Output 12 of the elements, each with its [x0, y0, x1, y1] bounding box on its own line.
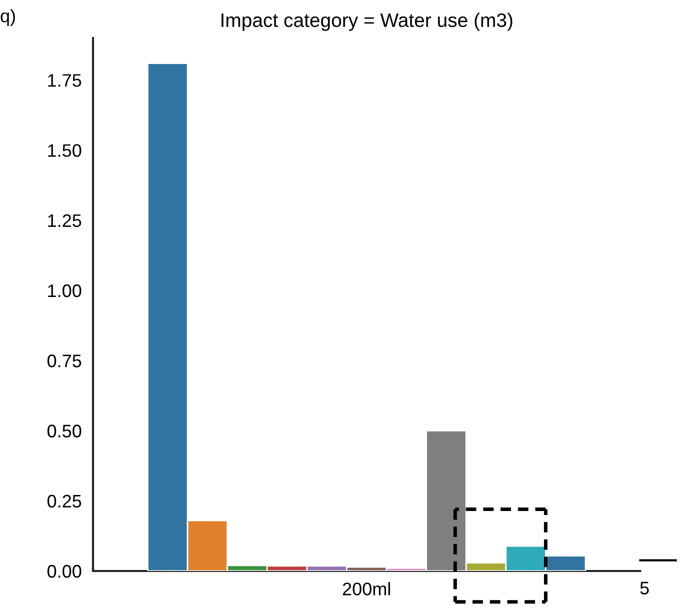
y-tick-label: 0.75: [47, 354, 82, 368]
x-tick-label: 200ml: [342, 582, 390, 596]
chart-title: Impact category = Water use (m3): [222, 12, 512, 31]
y-tick-label: 1.75: [48, 74, 82, 87]
y-tick-label: 0.25: [47, 494, 82, 508]
y-tick-label: 0.00: [47, 564, 82, 578]
y-tick-label: 1.25: [48, 214, 82, 228]
y-tick-label: 1.50: [48, 144, 82, 157]
y-tick-label: 1.00: [48, 284, 82, 298]
text: q): [0, 9, 15, 26]
text: 5: [640, 582, 649, 594]
y-tick-label: 0.50: [47, 424, 82, 438]
